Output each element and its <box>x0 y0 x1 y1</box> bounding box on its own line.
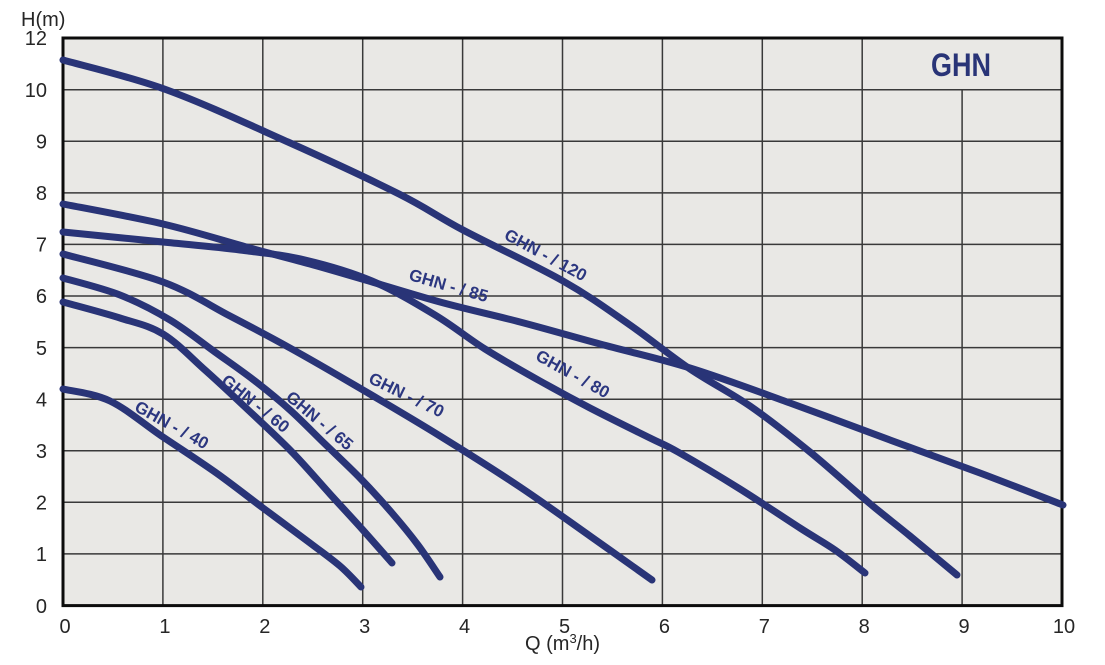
svg-text:9: 9 <box>36 132 47 154</box>
svg-text:8: 8 <box>36 183 47 205</box>
svg-text:10: 10 <box>1053 616 1075 638</box>
svg-text:6: 6 <box>659 616 670 638</box>
svg-text:GHN: GHN <box>931 47 991 83</box>
svg-text:3: 3 <box>36 441 47 463</box>
svg-text:4: 4 <box>36 389 47 411</box>
svg-text:6: 6 <box>36 286 47 308</box>
svg-text:8: 8 <box>859 616 870 638</box>
svg-text:10: 10 <box>25 80 47 102</box>
svg-text:5: 5 <box>36 338 47 360</box>
svg-text:9: 9 <box>959 616 970 638</box>
svg-text:3: 3 <box>359 616 370 638</box>
svg-text:7: 7 <box>36 235 47 257</box>
svg-text:0: 0 <box>36 596 47 618</box>
svg-text:2: 2 <box>259 616 270 638</box>
svg-text:0: 0 <box>59 616 70 638</box>
svg-text:7: 7 <box>759 616 770 638</box>
svg-text:12: 12 <box>25 28 47 50</box>
svg-text:Q (m3/h): Q (m3/h) <box>525 631 600 655</box>
svg-text:5: 5 <box>559 616 570 638</box>
svg-text:H(m): H(m) <box>21 9 65 31</box>
svg-text:1: 1 <box>36 544 47 566</box>
svg-text:2: 2 <box>36 493 47 515</box>
svg-text:1: 1 <box>159 616 170 638</box>
svg-text:4: 4 <box>459 616 470 638</box>
